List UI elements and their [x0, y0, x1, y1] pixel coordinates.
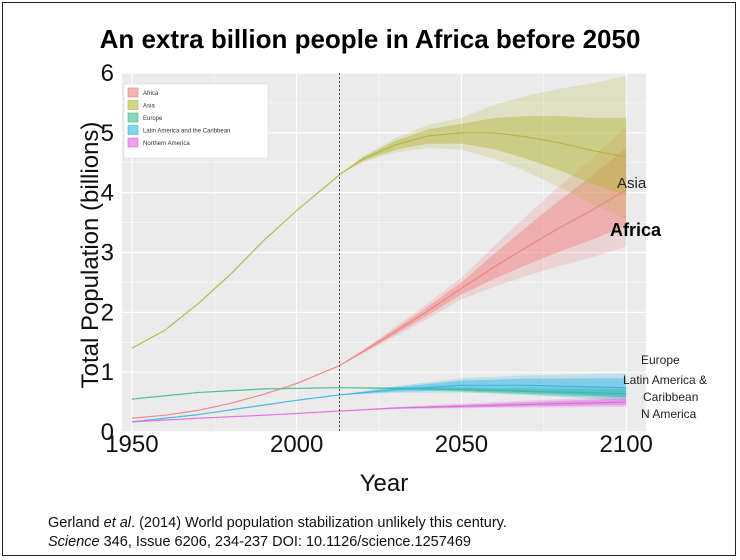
annotation-latam-line1: Latin America &	[623, 373, 707, 387]
y-axis-title: Total Population (billions)	[77, 122, 104, 389]
chart-title: An extra billion people in Africa before…	[99, 24, 641, 54]
band80-asia	[339, 116, 627, 196]
series-line-latin-america-and-the-caribbean	[131, 384, 627, 423]
band95-europe	[339, 386, 627, 400]
x-tick-labels: 1950 2000 2050 2100	[105, 431, 653, 458]
y-tick-label-5: 5	[101, 120, 114, 147]
legend-label-4: Northern America	[143, 141, 190, 147]
series-line-northern-america	[131, 401, 627, 423]
uncertainty-bands	[339, 76, 627, 412]
annotation-europe: Europe	[641, 353, 680, 367]
citation-line-2: Science 346, Issue 6206, 234-237 DOI: 10…	[48, 533, 507, 552]
legend-label-3: Latin America and the Caribbean	[143, 129, 230, 135]
series-annotations: Asia Africa Europe Latin America & Carib…	[610, 175, 707, 421]
y-tick-label-6: 6	[101, 60, 114, 87]
band80-europe	[339, 387, 627, 398]
legend-swatch-3	[127, 125, 139, 135]
legend-label-0: Africa	[143, 91, 159, 97]
citation-title: . (2014) World population stabilization …	[131, 515, 507, 531]
citation-line-1: Gerland et al. (2014) World population s…	[48, 514, 507, 533]
y-tick-label-4: 4	[101, 180, 114, 207]
annotation-africa: Africa	[610, 220, 662, 240]
legend-label-2: Europe	[143, 116, 163, 122]
y-tick-labels: 0 1 2 3 4 5 6	[101, 60, 114, 446]
legend-label-1: Asia	[143, 104, 155, 110]
x-tick-label-1950: 1950	[105, 431, 158, 458]
citation-journal: Science	[48, 534, 100, 550]
y-tick-label-2: 2	[101, 299, 114, 326]
x-tick-label-2000: 2000	[270, 431, 323, 458]
band95-africa	[339, 126, 627, 366]
x-axis-title: Year	[360, 470, 409, 497]
series-line-africa	[131, 189, 627, 419]
series-lines	[131, 132, 627, 423]
x-tick-label-2100: 2100	[600, 431, 653, 458]
annotation-namerica: N America	[641, 407, 697, 421]
y-tick-label-3: 3	[101, 240, 114, 267]
band95-latin-america-and-the-caribbean	[339, 373, 627, 401]
legend-box	[123, 83, 269, 159]
legend-swatch-0	[127, 87, 139, 98]
y-tick-label-0: 0	[101, 419, 114, 446]
y-tick-label-1: 1	[101, 359, 114, 386]
legend-swatch-2	[127, 112, 139, 123]
annotation-latam-line2: Caribbean	[643, 390, 698, 404]
legend-swatch-4	[127, 137, 139, 148]
citation-etal: et al	[103, 515, 132, 531]
citation: Gerland et al. (2014) World population s…	[48, 514, 507, 552]
annotation-asia: Asia	[617, 175, 647, 192]
citation-author: Gerland	[48, 515, 100, 531]
legend: Africa Asia Europe Latin America and the Ca…	[123, 83, 269, 159]
legend-swatch-1	[127, 100, 139, 110]
citation-reference: 346, Issue 6206, 234-237 DOI: 10.1126/sc…	[99, 534, 471, 550]
x-tick-label-2050: 2050	[435, 431, 488, 458]
band95-asia	[339, 76, 627, 220]
series-line-europe	[131, 387, 627, 400]
series-line-asia	[131, 132, 627, 349]
